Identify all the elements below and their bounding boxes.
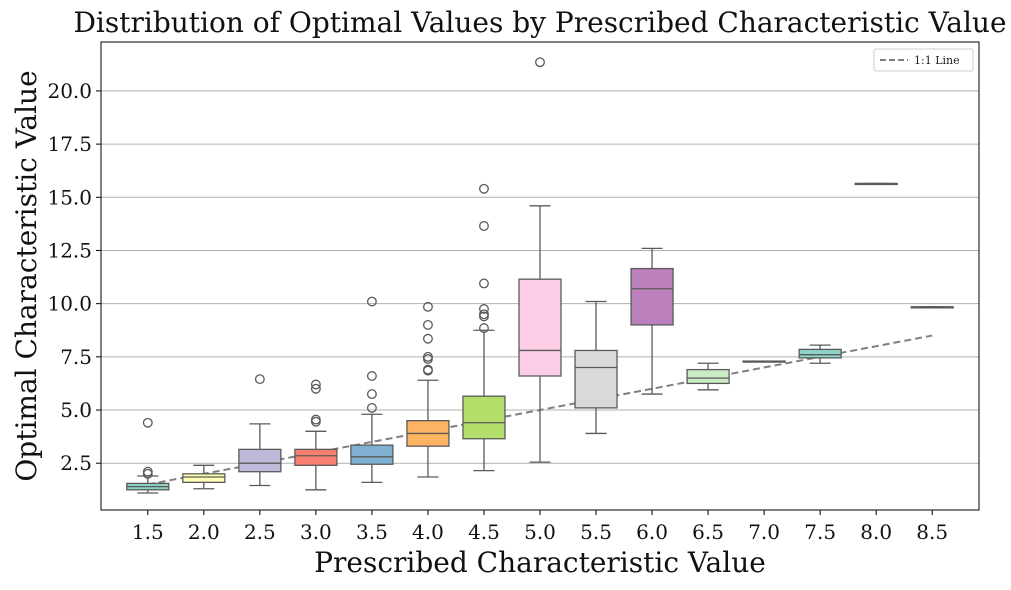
legend-label: 1:1 Line [914,54,960,67]
outlier-point [422,319,433,330]
box-7.5 [798,344,842,364]
box-iqr [686,368,730,385]
box-7.0 [742,360,786,363]
x-tick-label: 3.0 [300,520,332,544]
y-tick-label: 17.5 [47,132,92,156]
outlier-point [422,364,433,375]
outlier-point [366,402,377,413]
outlier-point [479,323,489,334]
x-tick-label: 1.5 [132,520,164,544]
box-3.0 [294,379,338,491]
box-8.0 [854,182,898,186]
outlier-point [142,466,153,477]
box-5.5 [574,300,618,435]
x-tick-label: 5.5 [580,520,612,544]
box-iqr [462,395,506,440]
y-tick-label: 7.5 [60,345,92,369]
box-iqr [798,348,842,359]
outlier-point [366,389,377,400]
x-tick-label: 5.0 [524,520,556,544]
box-8.5 [910,306,954,309]
box-5.0 [518,57,562,463]
y-tick-label: 20.0 [47,79,92,103]
y-tick-label: 5.0 [60,398,92,422]
outlier-point [310,379,321,390]
outlier-point [479,221,489,231]
x-tick-label: 6.5 [692,520,724,544]
box-6.5 [686,362,730,391]
y-tick-label: 2.5 [60,451,92,475]
y-axis-label: Optimal Characteristic Value [10,70,43,481]
y-ticks: 2.5 5.0 7.5 10.0 12.5 15.0 17.5 20.0 [47,79,101,475]
outlier-point [422,351,433,362]
x-tick-label: 7.0 [748,520,780,544]
y-tick-label: 12.5 [47,238,92,262]
outlier-point [422,301,433,312]
outlier-point [479,183,489,194]
x-tick-label: 8.5 [916,520,948,544]
outlier-point [142,417,153,428]
box-1.5 [126,417,170,494]
y-tick-label: 15.0 [47,185,92,209]
outlier-point [254,374,265,385]
outlier-point [310,383,321,394]
box-iqr [182,473,226,483]
x-tick-label: 4.5 [468,520,500,544]
outlier-point [422,333,433,344]
box-iqr [518,278,562,377]
box-6.0 [630,247,674,395]
legend-box [873,48,974,72]
outlier-point [535,57,545,68]
box-2.5 [238,374,282,487]
box-iqr [294,448,338,466]
boxes-layer [126,57,954,494]
x-tick-label: 4.0 [412,520,444,544]
chart-title: Distribution of Optimal Values by Prescr… [73,6,1006,39]
outlier-point [366,371,377,381]
x-tick-label: 7.5 [804,520,836,544]
x-tick-label: 2.0 [188,520,220,544]
outlier-point [310,414,321,425]
box-iqr [238,448,282,473]
box-iqr [350,444,394,465]
box-3.5 [350,296,394,483]
outlier-point [479,278,489,289]
x-tick-label: 2.5 [244,520,276,544]
legend: 1:1 Line [873,48,974,72]
box-iqr [630,267,674,326]
y-tick-label: 10.0 [47,292,92,316]
box-4.5 [462,183,506,472]
box-2.0 [182,464,226,490]
x-tick-label: 3.5 [356,520,388,544]
x-tick-label: 6.0 [636,520,668,544]
outlier-point [479,304,489,314]
x-axis-label: Prescribed Characteristic Value [314,546,766,579]
outlier-point [366,296,377,307]
x-tick-label: 8.0 [860,520,892,544]
box-4.0 [406,301,450,478]
box-iqr [574,349,618,409]
outlier-point [479,309,489,320]
x-ticks: 1.5 2.0 2.5 3.0 3.5 4.0 4.5 5.0 5.5 6.0 6.5 7.0 7.5 8… [132,510,948,544]
